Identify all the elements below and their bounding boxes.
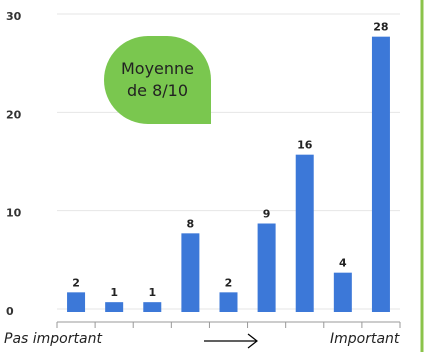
bar <box>143 302 162 312</box>
x-label-right: Important <box>330 331 400 347</box>
data-label: 28 <box>373 21 388 34</box>
x-label-left: Pas important <box>4 331 102 347</box>
data-label: 1 <box>148 286 156 299</box>
bar <box>371 36 390 313</box>
bar <box>181 233 200 312</box>
y-tick-label: 20 <box>6 108 22 121</box>
bar <box>295 154 314 312</box>
data-label: 1 <box>110 286 118 299</box>
y-tick-label: 30 <box>6 10 22 23</box>
y-tick-label: 10 <box>6 207 22 220</box>
bar <box>219 292 238 312</box>
annotation: Moyenne de 8/10 <box>104 36 211 124</box>
data-label: 2 <box>225 276 233 289</box>
data-label: 16 <box>297 139 313 152</box>
bar <box>105 302 124 312</box>
data-label: 9 <box>263 208 271 221</box>
bar <box>67 292 86 312</box>
y-tick-label: 0 <box>6 305 14 318</box>
bar <box>257 223 276 312</box>
bar <box>333 272 352 312</box>
data-label: 2 <box>72 276 80 289</box>
data-label: 4 <box>339 257 347 270</box>
data-label: 8 <box>187 217 195 230</box>
arrow-head <box>247 333 258 349</box>
